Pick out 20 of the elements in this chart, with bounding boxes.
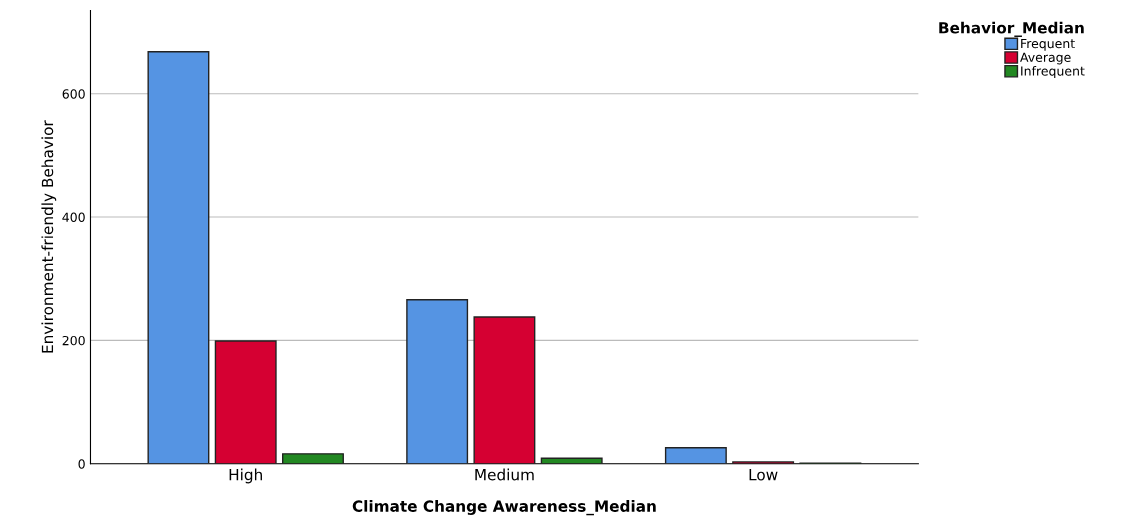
legend-label: Infrequent bbox=[1021, 66, 1085, 79]
bar bbox=[282, 453, 344, 464]
bar bbox=[406, 299, 469, 464]
legend-label: Average bbox=[1020, 52, 1071, 65]
bar bbox=[664, 447, 727, 464]
x-tick-label: Medium bbox=[475, 468, 534, 481]
legend-title: Behavior_Median bbox=[939, 21, 1084, 37]
y-tick-label: 400 bbox=[62, 212, 85, 222]
x-tick-label: Low bbox=[749, 469, 778, 481]
legend-label: Frequent bbox=[1021, 38, 1075, 51]
y-axis-title: Environment-friendly Behavior bbox=[41, 120, 57, 353]
x-axis-title: Climate Change Awareness_Median bbox=[352, 500, 656, 516]
y-tick-label: 600 bbox=[62, 89, 85, 99]
y-tick-label: 0 bbox=[78, 459, 85, 469]
x-tick-label: High bbox=[229, 468, 262, 484]
bar bbox=[147, 51, 210, 464]
bar bbox=[214, 340, 277, 464]
bar bbox=[473, 316, 536, 464]
bar bbox=[540, 457, 603, 464]
y-tick-label: 200 bbox=[62, 335, 85, 346]
